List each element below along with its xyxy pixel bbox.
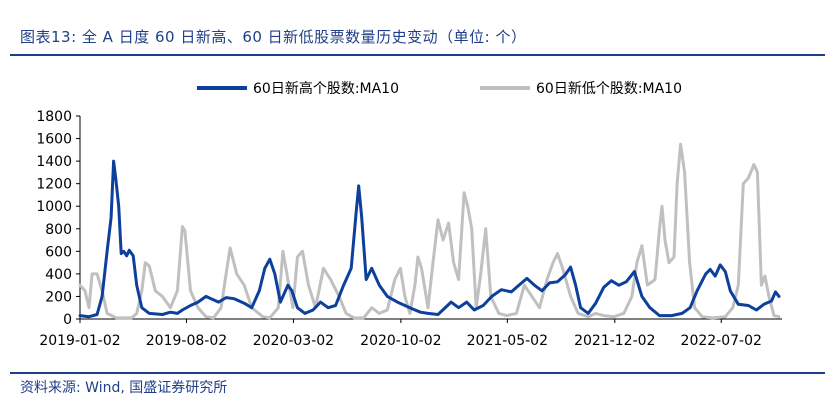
y-tick-label: 600 — [45, 244, 72, 260]
y-tick-label: 200 — [45, 289, 72, 305]
y-tick-label: 1800 — [36, 109, 72, 125]
y-tick-label: 1000 — [36, 199, 72, 215]
bottom-rule — [10, 372, 825, 374]
x-tick-label: 2019-01-02 — [39, 333, 120, 349]
series-line-new-high — [78, 159, 781, 319]
x-tick-label: 2020-10-02 — [360, 333, 441, 349]
y-tick-label: 1600 — [36, 132, 72, 148]
y-tick-label: 1200 — [36, 177, 72, 193]
y-axis-ticks: 0 200 400 600 800 1000 1200 1400 1600 1800 — [36, 109, 80, 328]
series-layer — [78, 142, 781, 320]
y-tick-label: 0 — [63, 312, 72, 328]
line-chart: 0 200 400 600 800 1000 1200 1400 1600 1800 2019-0… — [36, 80, 782, 349]
y-tick-label: 800 — [45, 222, 72, 238]
x-tick-label: 2021-12-02 — [574, 333, 655, 349]
y-tick-label: 1400 — [36, 154, 72, 170]
legend-label: 60日新低个股数:MA10 — [536, 81, 682, 97]
chart-legend: 60日新高个股数:MA10 60日新低个股数:MA10 — [197, 80, 682, 97]
x-tick-label: 2021-05-02 — [467, 333, 548, 349]
x-tick-label: 2019-08-02 — [146, 333, 227, 349]
source-note: 资料来源: Wind, 国盛证券研究所 — [20, 380, 228, 396]
top-rule — [10, 54, 825, 56]
x-axis-ticks: 2019-01-02 2019-08-02 2020-03-02 2020-10-02… — [39, 319, 762, 349]
chart-title: 图表13: 全 A 日度 60 日新高、60 日新低股票数量历史变动（单位: 个… — [20, 28, 527, 46]
y-tick-label: 400 — [45, 267, 72, 283]
series-line-new-low — [78, 142, 781, 320]
legend-label: 60日新高个股数:MA10 — [253, 80, 399, 97]
x-tick-label: 2020-03-02 — [253, 333, 334, 349]
x-tick-label: 2022-07-02 — [681, 333, 762, 349]
